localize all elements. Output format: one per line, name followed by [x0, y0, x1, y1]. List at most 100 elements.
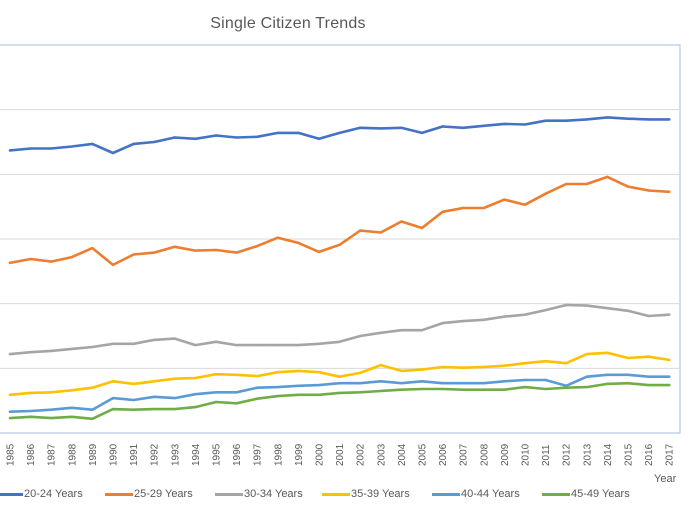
data-point: [194, 343, 197, 347]
data-point: [29, 409, 32, 413]
data-point: [256, 397, 259, 400]
data-point: [153, 140, 156, 144]
data-point: [668, 118, 671, 121]
data-point: [153, 338, 156, 342]
x-tick-label: 2016: [644, 443, 655, 466]
legend-item[interactable]: 20-24 Years: [0, 486, 83, 502]
data-point: [29, 257, 32, 261]
legend-item[interactable]: 30-34 Years: [215, 486, 303, 502]
data-point: [441, 382, 444, 385]
legend-label: 40-44 Years: [461, 488, 520, 500]
data-point: [606, 175, 609, 179]
data-point: [379, 389, 382, 393]
data-point: [8, 149, 12, 152]
data-point: [194, 249, 197, 252]
data-point: [194, 137, 197, 140]
legend-item[interactable]: 35-39 Years: [322, 486, 410, 502]
data-point: [379, 380, 382, 383]
data-point: [111, 396, 115, 400]
legend-item[interactable]: 45-49 Years: [542, 486, 630, 502]
x-tick-label: 1994: [191, 443, 202, 466]
data-point: [462, 319, 465, 323]
data-point: [668, 358, 671, 362]
data-point: [338, 340, 341, 344]
data-point: [8, 416, 12, 420]
legend-label: 20-24 Years: [24, 488, 83, 500]
data-point: [70, 145, 74, 148]
data-point: [276, 371, 279, 374]
data-point: [214, 372, 218, 376]
x-tick-label: 2002: [356, 443, 367, 466]
data-point: [379, 231, 382, 234]
data-point: [173, 396, 176, 400]
data-point: [647, 314, 650, 318]
data-point: [91, 386, 94, 389]
data-point: [359, 126, 362, 129]
data-point: [276, 394, 279, 398]
data-point: [8, 410, 12, 413]
data-point: [111, 380, 115, 383]
data-point: [482, 382, 485, 385]
legend-item[interactable]: 25-29 Years: [105, 486, 193, 502]
x-tick-label: 2006: [438, 443, 449, 466]
x-tick-label: 2017: [665, 443, 676, 466]
legend-item[interactable]: 40-44 Years: [432, 486, 520, 502]
data-point: [359, 334, 362, 338]
data-point: [606, 306, 609, 310]
data-point: [647, 375, 650, 378]
x-tick-label: 2007: [459, 443, 470, 466]
data-point: [523, 123, 527, 126]
data-point: [420, 380, 424, 383]
data-point: [276, 385, 279, 389]
data-point: [276, 131, 279, 135]
data-point: [400, 388, 403, 391]
data-point: [523, 203, 527, 206]
data-point: [420, 131, 424, 135]
data-point: [523, 313, 527, 316]
data-point: [153, 395, 156, 398]
x-tick-label: 2012: [562, 443, 573, 466]
data-point: [647, 118, 650, 121]
legend-line-swatch-icon: [432, 492, 460, 496]
data-point: [544, 192, 547, 195]
data-point: [523, 361, 527, 365]
data-point: [338, 131, 341, 135]
data-point: [359, 229, 362, 232]
data-point: [585, 375, 588, 378]
legend-line-swatch-icon: [105, 492, 133, 496]
x-tick-label: 1992: [150, 443, 161, 466]
x-tick-label: 1987: [47, 443, 58, 466]
data-point: [379, 331, 382, 334]
data-point: [214, 248, 218, 252]
data-point: [153, 251, 156, 254]
data-point: [647, 189, 650, 192]
data-point: [132, 398, 135, 402]
x-tick-label: 1989: [88, 443, 99, 466]
data-point: [317, 371, 321, 374]
data-point: [317, 137, 321, 140]
legend-line-swatch-icon: [215, 492, 243, 496]
legend-label: 45-49 Years: [571, 488, 630, 500]
data-point: [668, 375, 671, 378]
data-point: [668, 383, 671, 387]
data-point: [523, 385, 527, 389]
data-point: [338, 243, 341, 247]
data-point: [606, 116, 609, 119]
data-point: [50, 416, 53, 420]
x-axis-title: Year: [654, 473, 677, 485]
data-point: [173, 377, 176, 380]
data-point: [462, 206, 465, 210]
data-point: [50, 147, 53, 150]
x-tick-label: 2005: [418, 443, 429, 466]
data-point: [441, 321, 444, 325]
data-point: [317, 383, 321, 387]
data-point: [297, 131, 300, 135]
data-point: [606, 373, 609, 376]
x-tick-label: 1996: [232, 443, 243, 466]
data-point: [565, 361, 568, 365]
x-tick-label: 1986: [26, 443, 37, 466]
data-point: [585, 385, 588, 389]
data-point: [626, 309, 630, 312]
data-point: [544, 387, 547, 391]
